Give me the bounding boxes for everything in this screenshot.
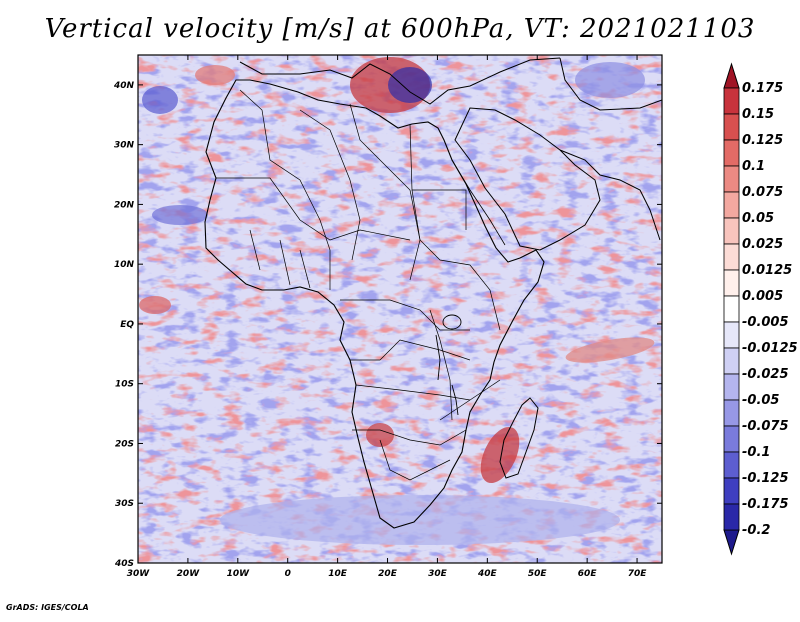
colorbar-label: 0.125 (742, 133, 783, 148)
x-tick-label: 20W (177, 569, 201, 579)
strong-descent-patches (142, 62, 645, 545)
colorbar-segment (723, 425, 740, 453)
colorbar-segment (723, 243, 740, 271)
y-tick-label: EQ (120, 320, 134, 330)
europe-coastline (239, 57, 561, 105)
colorbar-label: 0.075 (742, 185, 783, 200)
colorbar: 0.175 0.15 0.125 0.1 0.075 0.05 0.025 0.0125 0.0… (723, 62, 798, 556)
colorbar-segment (723, 191, 740, 219)
colorbar-label: -0.005 (742, 315, 789, 330)
lake-victoria (442, 314, 462, 330)
colorbar-segment (723, 503, 740, 531)
colorbar-label: 0.175 (742, 81, 783, 96)
y-tick-label: 30N (114, 141, 135, 151)
colorbar-label: -0.075 (742, 419, 789, 434)
y-tick-label: 40S (114, 559, 134, 569)
y-tick-label: 40N (113, 81, 135, 91)
y-tick-label: 10N (114, 260, 135, 270)
colorbar-segment (723, 399, 740, 427)
y-tick-label: 20S (115, 439, 134, 449)
colorbar-label: 0.05 (742, 211, 774, 226)
x-tick-label: 10W (227, 569, 251, 579)
colorbar-top-arrow (723, 62, 740, 89)
x-tick-label: 50E (528, 569, 548, 579)
colorbar-label: -0.2 (742, 523, 770, 538)
colorbar-segment (723, 113, 740, 141)
colorbar-label: -0.125 (742, 471, 789, 486)
colorbar-label: -0.0125 (742, 341, 798, 356)
x-tick-label: 20E (378, 569, 398, 579)
map-title: Vertical velocity [m/s] at 600hPa, VT: 2… (44, 14, 756, 44)
x-tick-label: 30W (127, 569, 151, 579)
colorbar-segment (723, 373, 740, 401)
plot-frame (137, 54, 663, 564)
colorbar-segment (723, 269, 740, 297)
country-borders (216, 89, 501, 481)
vertical-velocity-field (138, 55, 662, 563)
lake-tanganyika (435, 334, 441, 381)
x-axis-labels: 30W 20W 10W 0 10E 20E 30E 40E 50E 60E 70E (127, 569, 647, 579)
colorbar-segment (723, 451, 740, 479)
x-tick-label: 0 (285, 569, 291, 579)
colorbar-segment (723, 217, 740, 245)
x-tick-label: 60E (578, 569, 598, 579)
colorbar-bottom-arrow (723, 529, 740, 556)
madagascar-coastline (499, 397, 539, 479)
colorbar-label: 0.0125 (742, 263, 792, 278)
x-tick-label: 30E (428, 569, 448, 579)
y-tick-label: 20N (114, 200, 135, 210)
africa-coastline (204, 79, 545, 529)
lake-malawi (451, 384, 459, 416)
x-tick-label: 10E (328, 569, 348, 579)
colorbar-label: 0.1 (742, 159, 765, 174)
colorbar-label: -0.175 (742, 497, 789, 512)
y-tick-label: 10S (115, 380, 134, 390)
colorbar-segment (723, 295, 740, 323)
tick-marks (138, 55, 662, 563)
asia-coastline (559, 57, 662, 241)
colorbar-label: 0.025 (742, 237, 783, 252)
y-axis-labels: 40N 30N 20N 10N EQ 10S 20S 30S 40S (113, 81, 135, 569)
colorbar-segment (723, 347, 740, 375)
colorbar-label: -0.1 (742, 445, 770, 460)
x-tick-label: 70E (628, 569, 648, 579)
footer-credit: GrADS: IGES/COLA (6, 603, 89, 612)
colorbar-label: 0.005 (742, 289, 783, 304)
colorbar-segment (723, 165, 740, 193)
colorbar-segment (723, 87, 740, 115)
colorbar-label: -0.025 (742, 367, 789, 382)
y-tick-label: 30S (115, 499, 134, 509)
colorbar-segment (723, 139, 740, 167)
colorbar-label: 0.15 (742, 107, 774, 122)
arabia-coastline (454, 107, 601, 251)
x-tick-label: 40E (477, 569, 498, 579)
colorbar-label: -0.05 (742, 393, 779, 408)
colorbar-segment (723, 321, 740, 349)
colorbar-segment (723, 477, 740, 505)
red-sea (451, 159, 506, 246)
